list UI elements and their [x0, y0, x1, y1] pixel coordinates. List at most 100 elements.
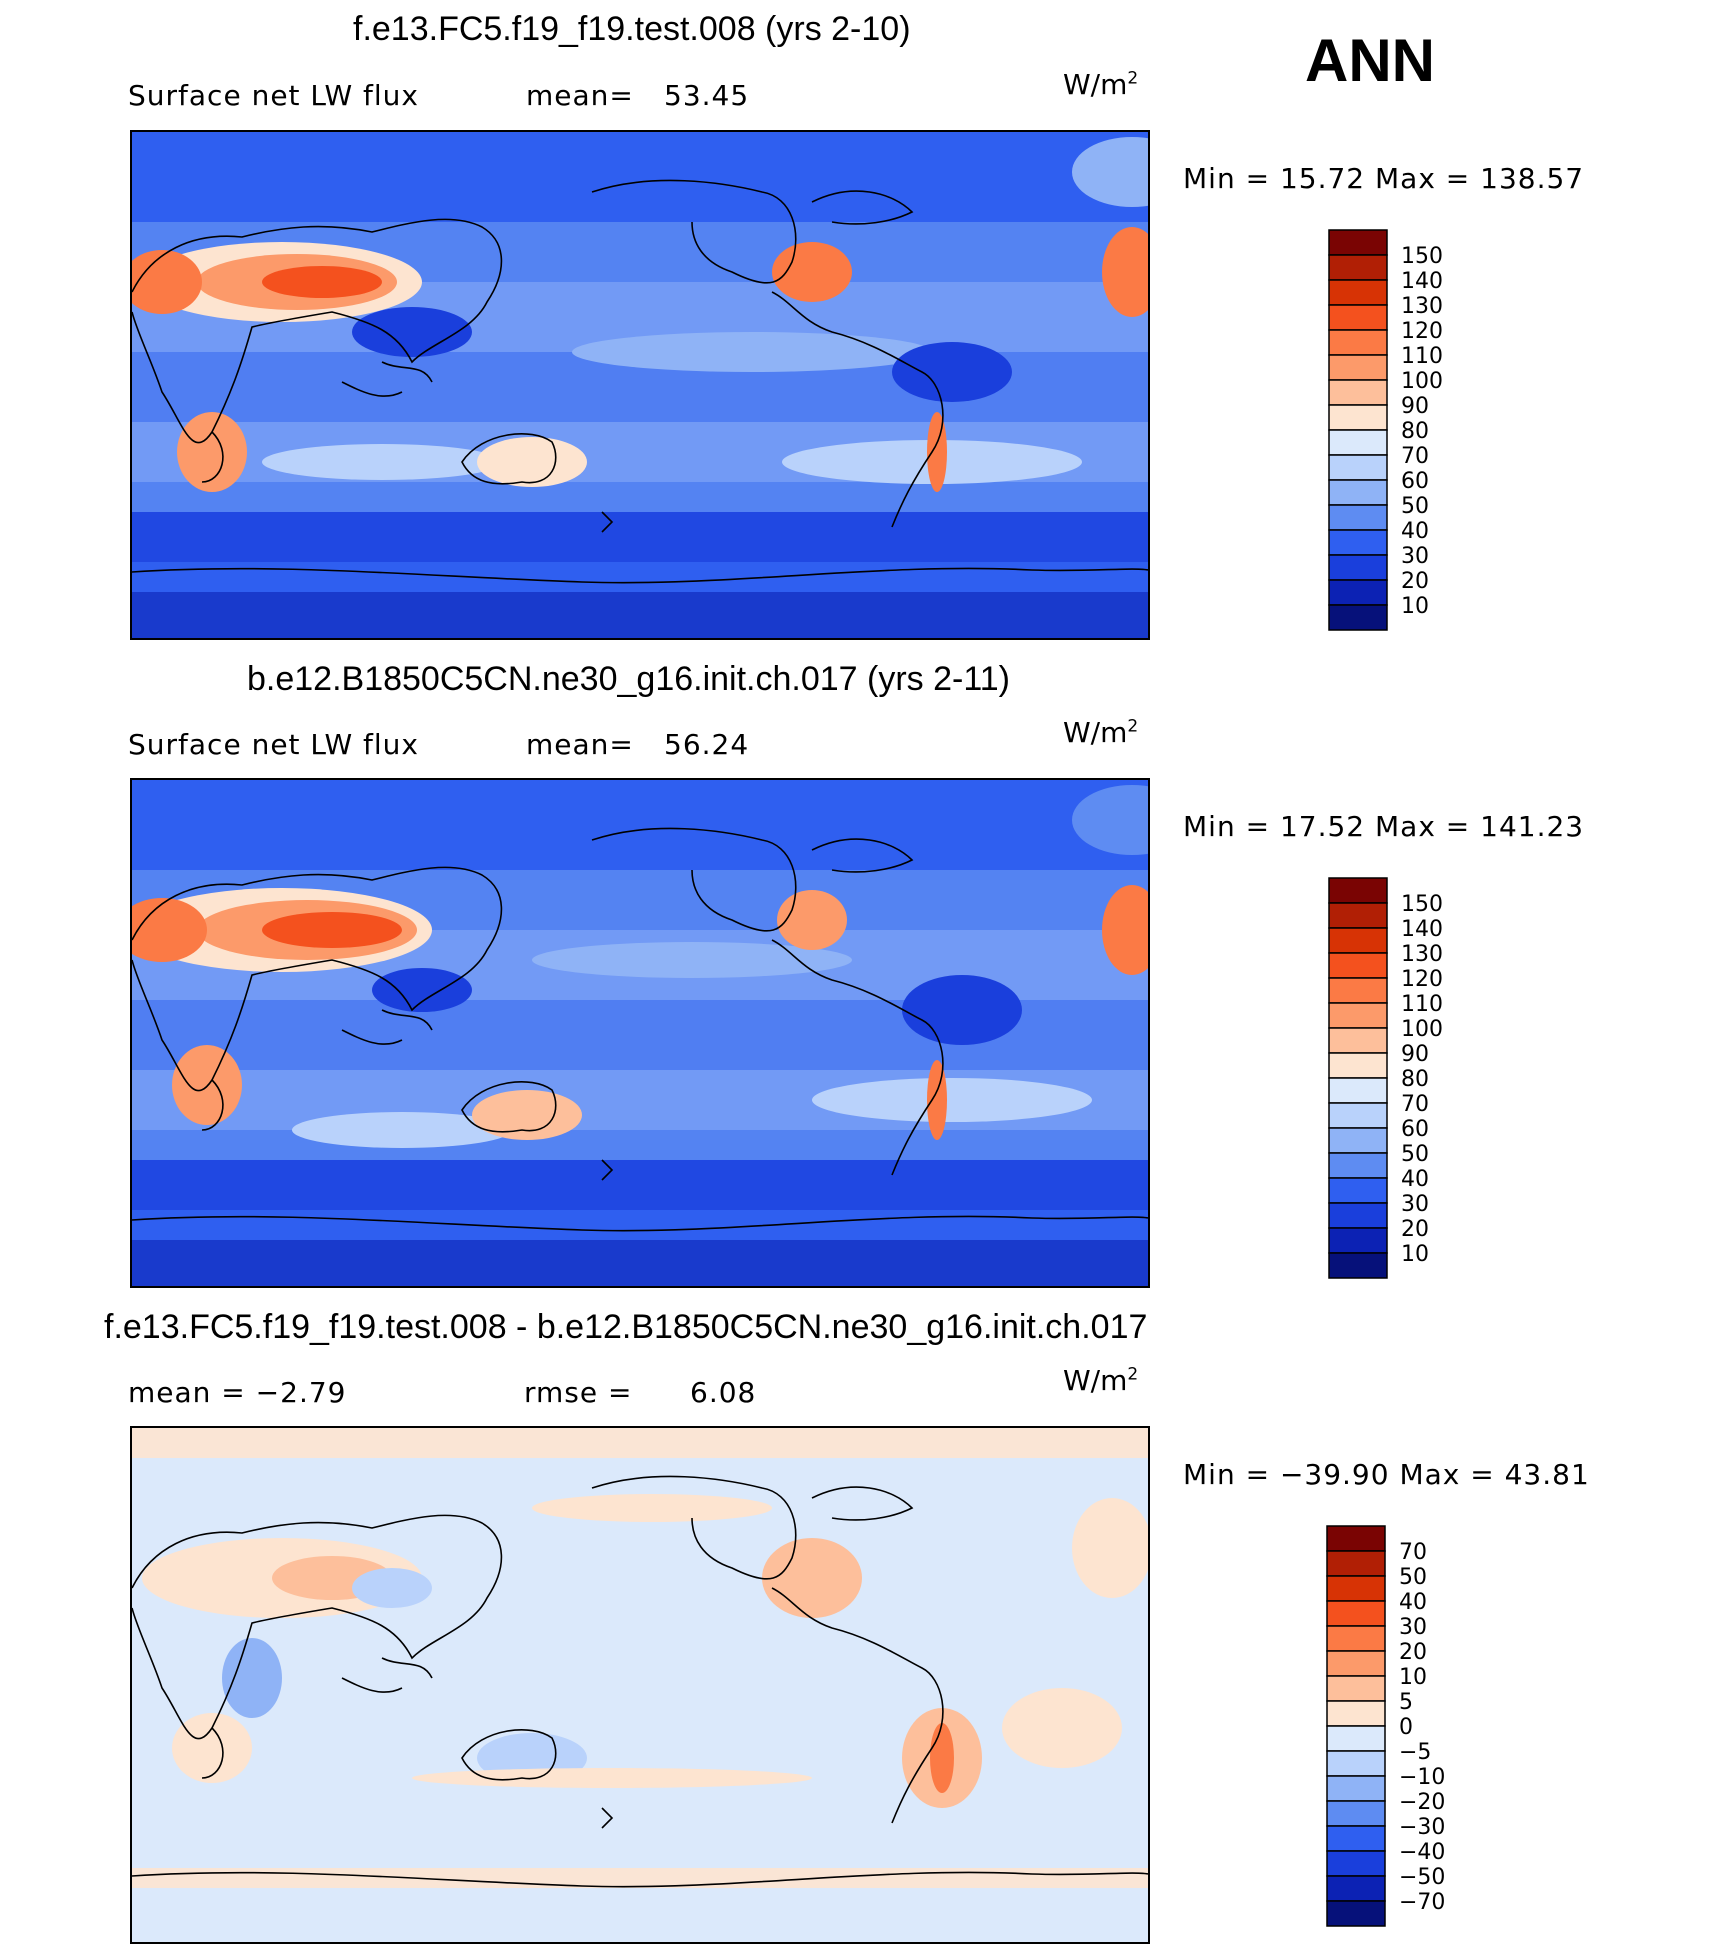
panel1-min-max: Min = 15.72 Max = 138.57 [1183, 162, 1585, 195]
colorbar-swatch [1326, 1850, 1386, 1877]
colorbar-tick-label: 50 [1401, 1142, 1429, 1167]
panel1-map [130, 130, 1150, 640]
colorbar-tick-label: 30 [1401, 1192, 1429, 1217]
panel3-map [130, 1426, 1150, 1944]
colorbar-swatch [1326, 1625, 1386, 1652]
panel2-units: W/m2 [1063, 716, 1139, 749]
colorbar-tick-label: 130 [1401, 294, 1443, 319]
colorbar-swatch [1328, 1252, 1388, 1279]
colorbar-swatch [1328, 1102, 1388, 1129]
panel3-antarctica-coast [132, 1871, 1148, 1888]
panel2-mean-value: 56.24 [664, 728, 750, 761]
colorbar-tick-label: 30 [1399, 1615, 1427, 1640]
colorbar-tick-label: 100 [1401, 369, 1443, 394]
panel1-coastlines [132, 179, 1148, 584]
panel3-colorbar: 70 50 40 30 20 10 5 0 −5 −10 −20 −30 −40 −50 −70 [1325, 1524, 1485, 1934]
panel3-mean-label: mean = −2.79 [128, 1376, 347, 1409]
colorbar-tick-label: −10 [1399, 1765, 1445, 1790]
season-label: ANN [1305, 27, 1435, 94]
panel2-colorbar: 150 140 130 120 110 100 90 80 70 60 50 40 30 20 10 [1327, 876, 1487, 1286]
colorbar-tick-label: −30 [1399, 1815, 1445, 1840]
panel3-eurasia-africa-coast [132, 1514, 503, 1740]
colorbar-swatch [1328, 877, 1388, 904]
colorbar-swatch [1328, 554, 1388, 581]
colorbar-swatch [1328, 254, 1388, 281]
colorbar-swatch [1328, 1077, 1388, 1104]
colorbar-swatch [1326, 1900, 1386, 1927]
colorbar-tick-label: 50 [1399, 1565, 1427, 1590]
panel1-colorbar: 150 140 130 120 110 100 90 80 70 60 50 40 30 20 10 [1327, 228, 1487, 638]
colorbar-swatch [1328, 1152, 1388, 1179]
colorbar-swatch [1326, 1600, 1386, 1627]
panel1-eurasia-africa-coast [132, 218, 503, 444]
panel2-antarctica-coast [132, 1215, 1148, 1232]
panel3-south-america-coast [771, 1587, 944, 1824]
colorbar-tick-label: 130 [1401, 942, 1443, 967]
panel2-north-america-coast [591, 827, 797, 932]
colorbar-swatch [1326, 1700, 1386, 1727]
colorbar-tick-label: −70 [1399, 1890, 1445, 1915]
colorbar-tick-label: −5 [1399, 1740, 1431, 1765]
panel1-mean-value: 53.45 [664, 79, 750, 112]
colorbar-tick-label: 150 [1401, 892, 1443, 917]
colorbar-tick-label: 120 [1401, 319, 1443, 344]
colorbar-tick-label: 90 [1401, 394, 1429, 419]
colorbar-swatch [1328, 479, 1388, 506]
panel2-min-max: Min = 17.52 Max = 141.23 [1183, 810, 1585, 843]
panel1-south-america-coast [771, 291, 944, 528]
colorbar-tick-label: 50 [1401, 494, 1429, 519]
colorbar-swatch [1328, 1002, 1388, 1029]
colorbar-tick-label: 90 [1401, 1042, 1429, 1067]
colorbar-tick-label: 30 [1401, 544, 1429, 569]
colorbar-swatch [1328, 579, 1388, 606]
panel1-north-america-coast [591, 179, 797, 284]
colorbar-swatch [1328, 379, 1388, 406]
colorbar-tick-label: 20 [1401, 1217, 1429, 1242]
panel3-min-max: Min = −39.90 Max = 43.81 [1183, 1458, 1590, 1491]
panel3-coastlines [132, 1475, 1148, 1888]
colorbar-tick-label: 80 [1401, 1067, 1429, 1092]
colorbar-tick-label: 0 [1399, 1715, 1413, 1740]
panel1-australia-coast [461, 433, 557, 485]
colorbar-tick-label: 120 [1401, 967, 1443, 992]
colorbar-swatch [1328, 329, 1388, 356]
colorbar-swatch [1328, 1177, 1388, 1204]
colorbar-tick-label: 20 [1401, 569, 1429, 594]
colorbar-swatch [1326, 1775, 1386, 1802]
colorbar-swatch [1328, 952, 1388, 979]
colorbar-swatch [1326, 1575, 1386, 1602]
panel1-units: W/m2 [1063, 68, 1139, 101]
colorbar-tick-label: 10 [1399, 1665, 1427, 1690]
colorbar-swatch [1326, 1750, 1386, 1777]
panel2-eurasia-africa-coast [132, 866, 503, 1092]
panel2-south-america-coast [771, 939, 944, 1176]
panel2-variable-label: Surface net LW flux [128, 728, 419, 761]
colorbar-tick-label: 140 [1401, 269, 1443, 294]
colorbar-swatch [1328, 1127, 1388, 1154]
colorbar-swatch [1328, 404, 1388, 431]
colorbar-tick-label: −50 [1399, 1865, 1445, 1890]
panel1-variable-label: Surface net LW flux [128, 79, 419, 112]
colorbar-swatch [1328, 1052, 1388, 1079]
panel3-title: f.e13.FC5.f19_f19.test.008 - b.e12.B1850… [104, 1308, 1148, 1346]
panel1-antarctica-coast [132, 567, 1148, 584]
colorbar-swatch [1326, 1550, 1386, 1577]
colorbar-tick-label: 60 [1401, 1117, 1429, 1142]
panel3-north-america-coast [591, 1475, 797, 1580]
colorbar-tick-label: 70 [1401, 1092, 1429, 1117]
colorbar-swatch [1328, 229, 1388, 256]
colorbar-tick-label: 40 [1399, 1590, 1427, 1615]
panel3-units: W/m2 [1063, 1364, 1139, 1397]
colorbar-tick-label: 60 [1401, 469, 1429, 494]
colorbar-tick-label: 150 [1401, 244, 1443, 269]
colorbar-swatch [1326, 1875, 1386, 1902]
colorbar-tick-label: 40 [1401, 519, 1429, 544]
panel2-mean-label: mean= [526, 728, 634, 761]
colorbar-swatch [1326, 1800, 1386, 1827]
colorbar-tick-label: −20 [1399, 1790, 1445, 1815]
panel1-title: f.e13.FC5.f19_f19.test.008 (yrs 2-10) [353, 10, 911, 48]
panel3-rmse-value: 6.08 [690, 1376, 757, 1409]
colorbar-swatch [1328, 1027, 1388, 1054]
panel1-mean-label: mean= [526, 79, 634, 112]
colorbar-tick-label: 110 [1401, 992, 1443, 1017]
